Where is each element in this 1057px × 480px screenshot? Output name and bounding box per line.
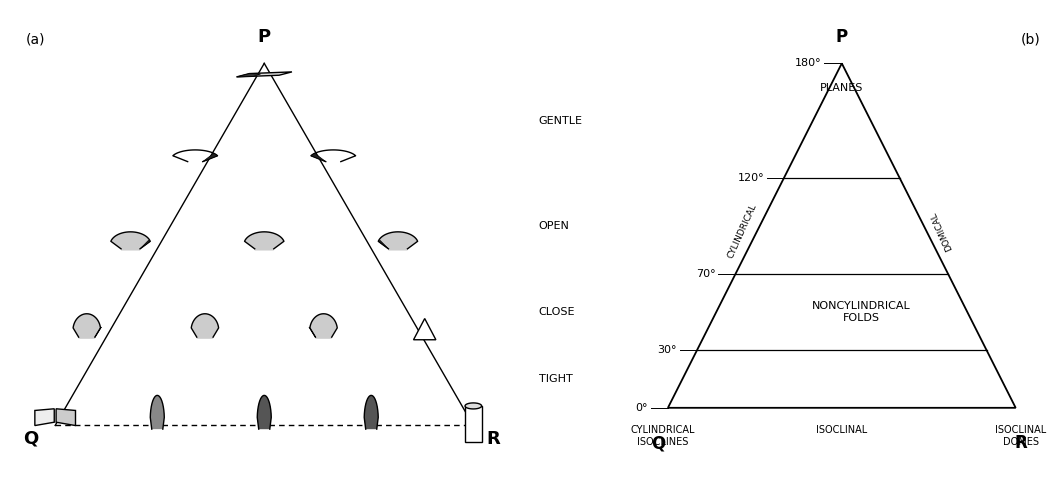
Text: ISOCLINAL
DOMES: ISOCLINAL DOMES [995, 425, 1046, 447]
Polygon shape [203, 153, 218, 162]
Text: CLOSE: CLOSE [539, 307, 575, 317]
Polygon shape [378, 232, 418, 251]
Polygon shape [257, 396, 272, 429]
Polygon shape [237, 73, 261, 77]
Text: (b): (b) [1021, 33, 1040, 47]
Polygon shape [141, 240, 150, 249]
Polygon shape [365, 396, 378, 429]
Text: P: P [836, 28, 848, 46]
Text: TIGHT: TIGHT [539, 374, 573, 384]
Polygon shape [111, 232, 150, 251]
Polygon shape [73, 314, 100, 339]
Text: R: R [486, 430, 500, 448]
Text: CYLINDRICAL: CYLINDRICAL [726, 203, 759, 260]
Text: Q: Q [23, 430, 38, 448]
Text: 180°: 180° [795, 59, 822, 68]
Polygon shape [191, 314, 219, 339]
Text: CYLINDRICAL
ISOCLINES: CYLINDRICAL ISOCLINES [631, 425, 696, 447]
Polygon shape [150, 396, 164, 429]
Text: 120°: 120° [738, 173, 764, 183]
Polygon shape [311, 153, 326, 162]
Polygon shape [413, 319, 435, 340]
Polygon shape [310, 314, 337, 339]
Polygon shape [465, 406, 482, 443]
Polygon shape [244, 232, 284, 251]
Polygon shape [309, 327, 315, 337]
Text: NONCYLINDRICAL
FOLDS: NONCYLINDRICAL FOLDS [812, 301, 911, 323]
Text: OPEN: OPEN [539, 221, 570, 231]
Polygon shape [56, 409, 75, 426]
Polygon shape [95, 327, 101, 337]
Text: PLANES: PLANES [820, 83, 864, 93]
Text: 70°: 70° [697, 269, 716, 279]
Text: Q: Q [651, 434, 665, 452]
Polygon shape [35, 409, 54, 426]
Text: 30°: 30° [657, 345, 678, 355]
Text: DOMICAL: DOMICAL [928, 210, 953, 252]
Text: P: P [258, 28, 271, 46]
Text: (a): (a) [26, 33, 45, 47]
Text: R: R [1015, 434, 1027, 452]
Polygon shape [237, 72, 292, 77]
Polygon shape [378, 240, 388, 249]
Text: 0°: 0° [635, 403, 648, 413]
Polygon shape [465, 403, 482, 409]
Polygon shape [257, 396, 272, 429]
Polygon shape [365, 396, 378, 429]
Text: GENTLE: GENTLE [539, 116, 582, 126]
Text: ISOCLINAL: ISOCLINAL [816, 425, 868, 435]
